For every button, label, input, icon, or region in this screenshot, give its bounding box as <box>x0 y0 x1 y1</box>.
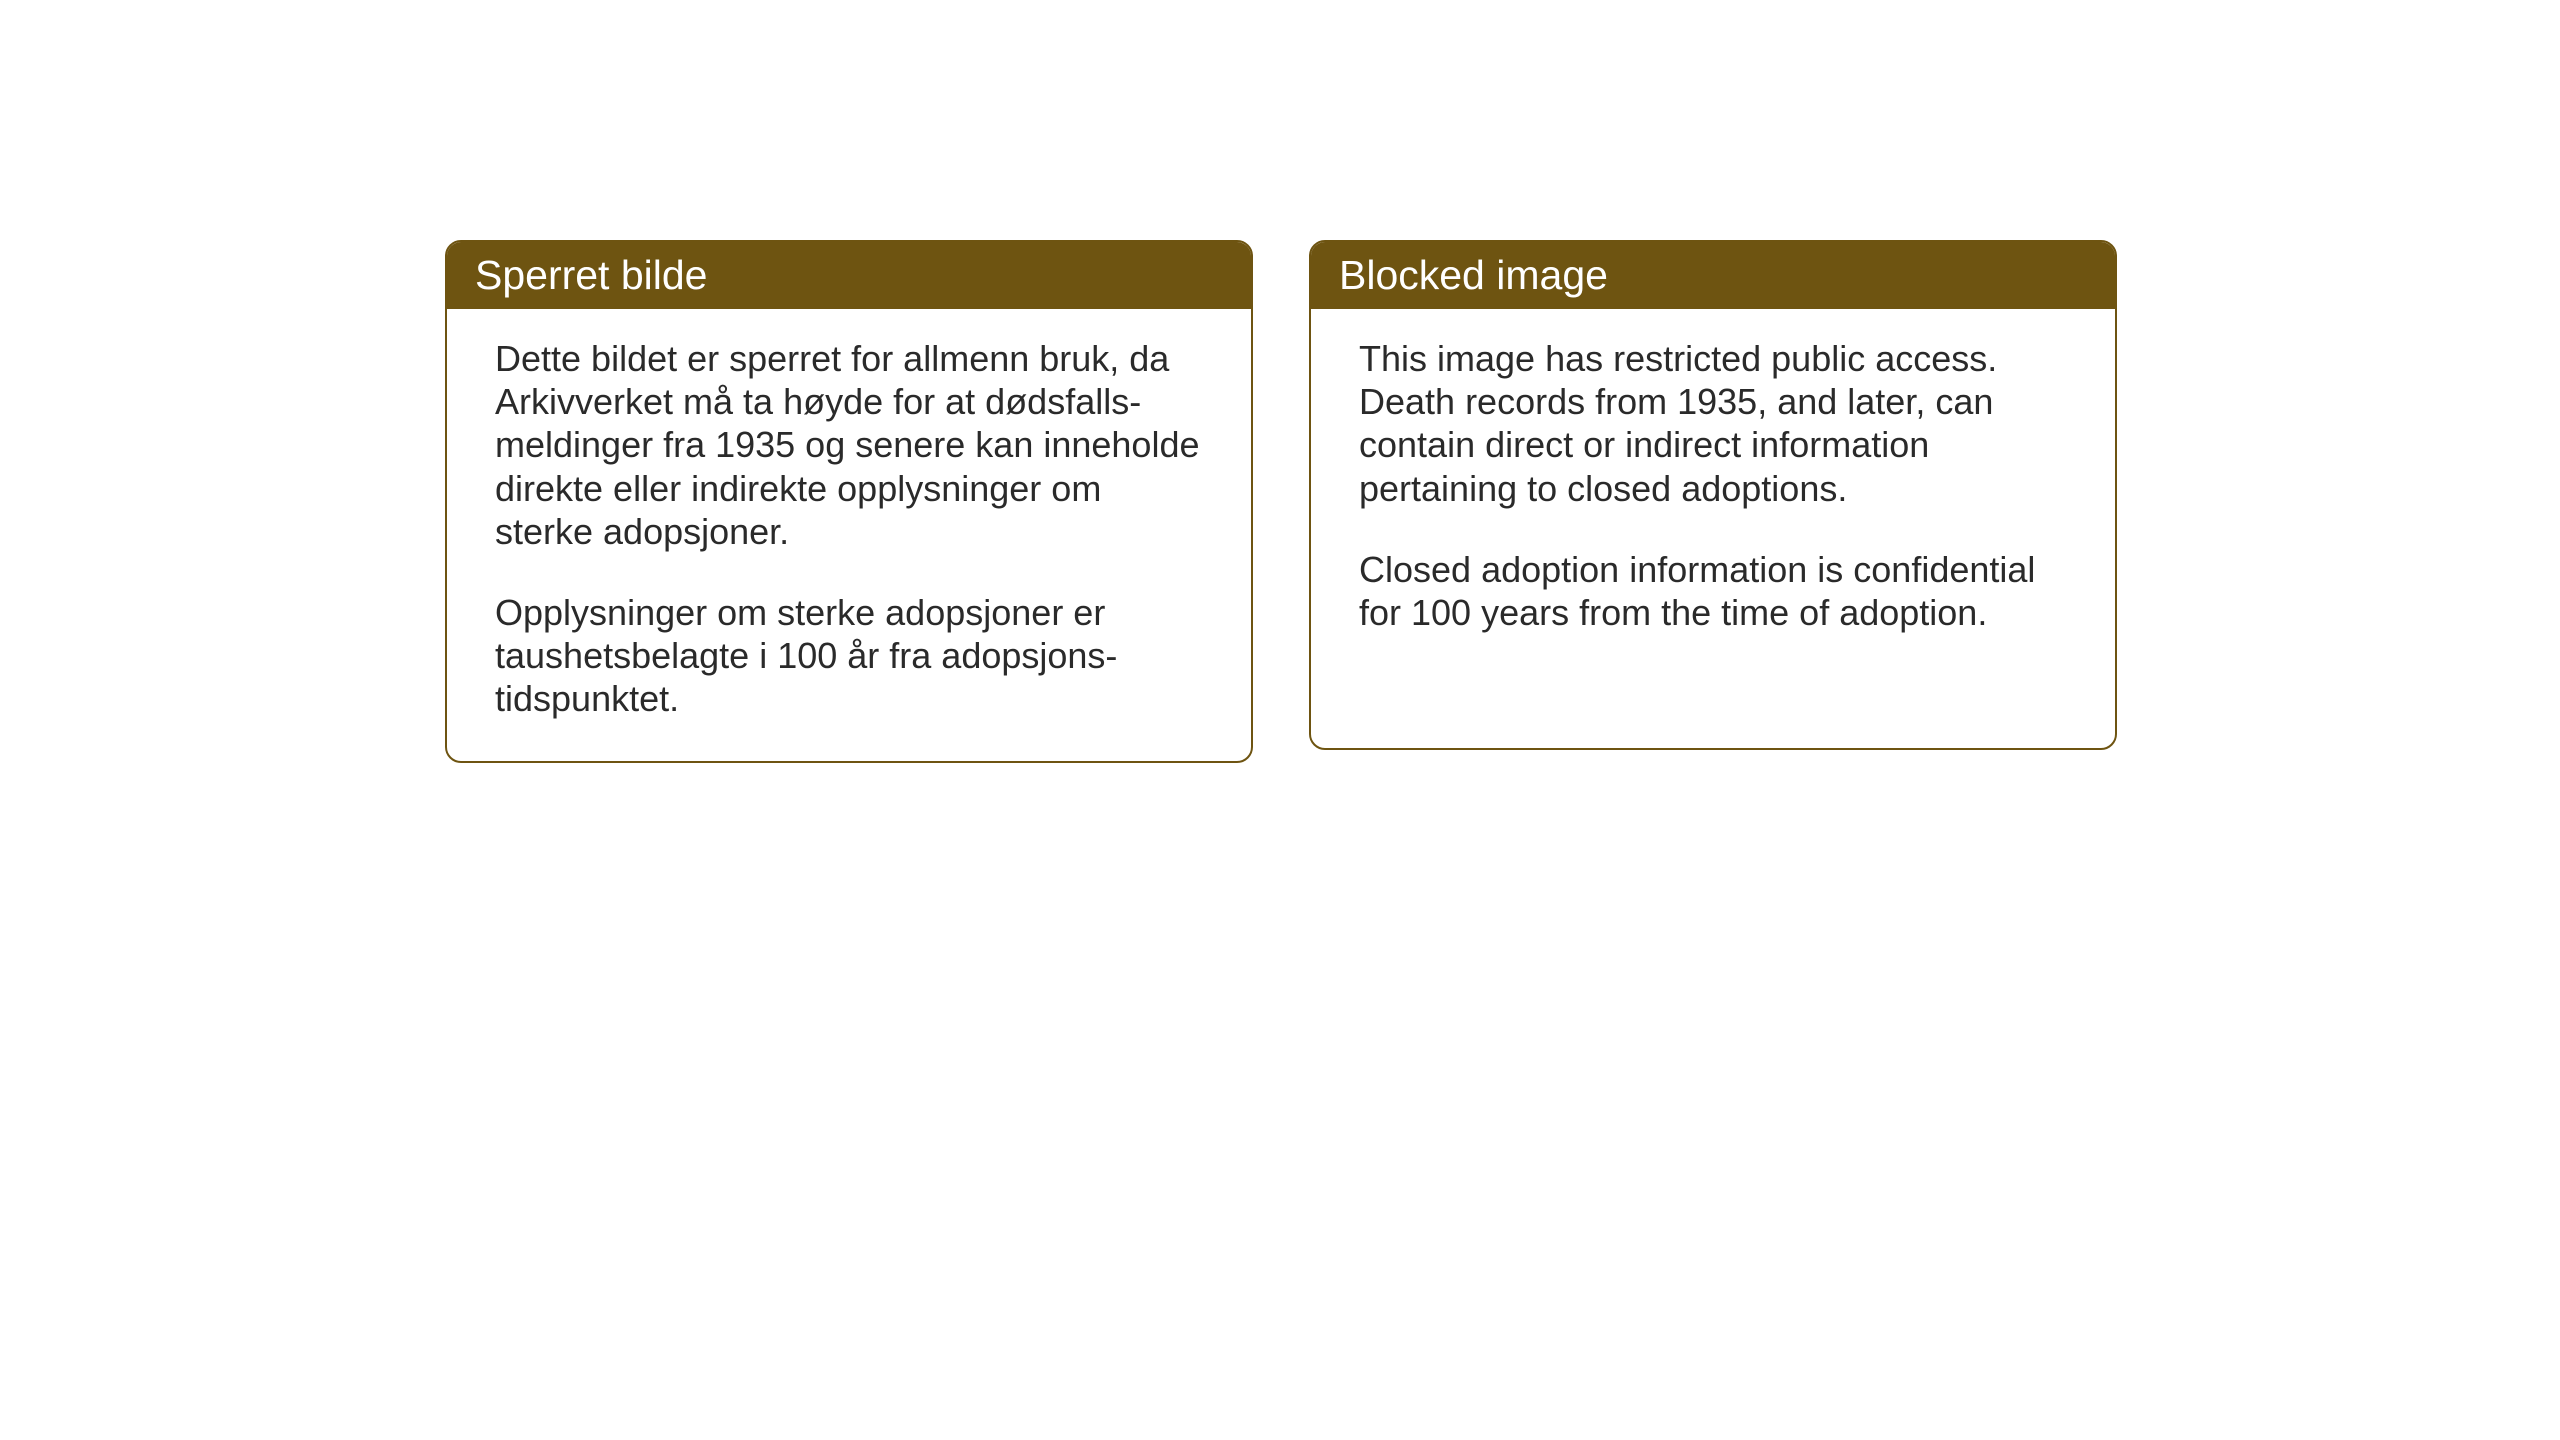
card-body-norwegian: Dette bildet er sperret for allmenn bruk… <box>447 309 1251 761</box>
card-paragraph-english-2: Closed adoption information is confident… <box>1359 548 2067 634</box>
card-paragraph-norwegian-2: Opplysninger om sterke adopsjoner er tau… <box>495 591 1203 721</box>
card-paragraph-norwegian-1: Dette bildet er sperret for allmenn bruk… <box>495 337 1203 553</box>
card-header-english: Blocked image <box>1311 242 2115 309</box>
notice-card-english: Blocked image This image has restricted … <box>1309 240 2117 750</box>
card-body-english: This image has restricted public access.… <box>1311 309 2115 674</box>
notice-container: Sperret bilde Dette bildet er sperret fo… <box>445 240 2117 763</box>
card-title-norwegian: Sperret bilde <box>475 252 707 298</box>
card-title-english: Blocked image <box>1339 252 1608 298</box>
card-paragraph-english-1: This image has restricted public access.… <box>1359 337 2067 510</box>
card-header-norwegian: Sperret bilde <box>447 242 1251 309</box>
notice-card-norwegian: Sperret bilde Dette bildet er sperret fo… <box>445 240 1253 763</box>
